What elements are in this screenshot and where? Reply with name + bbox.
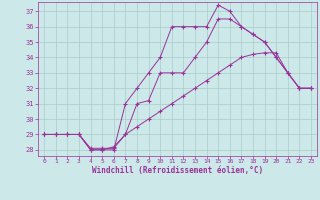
X-axis label: Windchill (Refroidissement éolien,°C): Windchill (Refroidissement éolien,°C) xyxy=(92,166,263,175)
